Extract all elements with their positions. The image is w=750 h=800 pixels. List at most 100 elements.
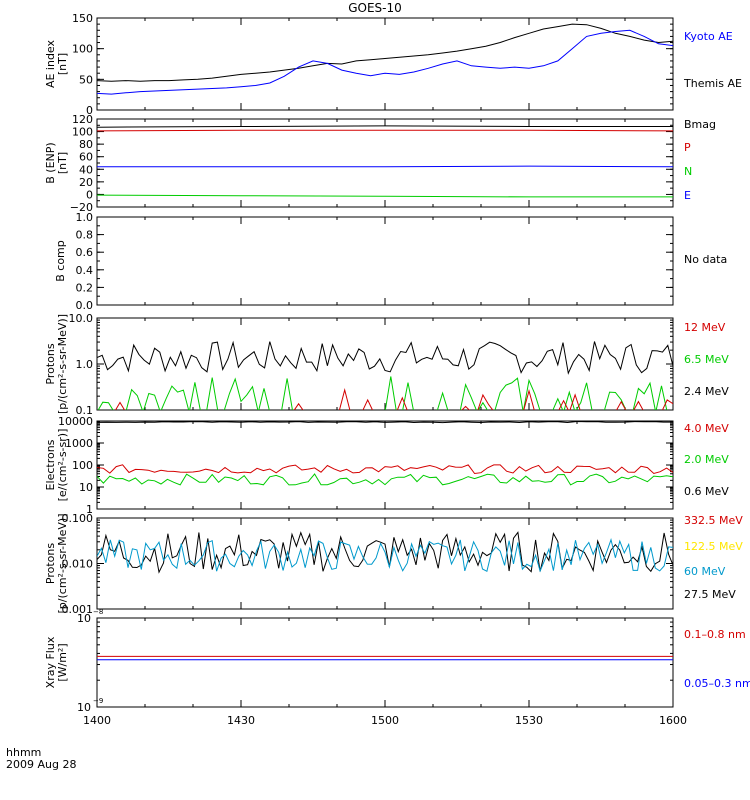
series-line-0-6-mev [97,421,673,424]
series-line-6-5-mev [97,376,668,410]
y-tick-label: 1000 [65,437,93,450]
y-tick-label: 0.010 [62,558,94,571]
y-tick-label: 100 [72,126,93,139]
panel-bcomp: 0.0 0.2 0.4 0.6 0.8 1.0 B comp No data [54,211,727,312]
panel-frame [96,420,674,510]
y-tick-label: 100 [72,459,93,472]
panel-protons1: 0.1 1.0 10.0 Protons [p/(cm²-s-sr-MeV)] 12 Me… [44,312,729,417]
y-axis-label: B comp [54,240,67,282]
series-group [97,125,673,198]
y-axis-label: Protons [44,343,57,384]
y-tick-label: 0.001 [62,603,94,616]
series-line-kyoto-ae [97,29,673,95]
legend-label: 2.0 MeV [684,453,729,466]
y-tick-label: 100 [72,43,93,56]
y-axis-label: Xray Flux [44,636,57,688]
y-tick-exponent: −9 [93,697,103,705]
series-line-60-mev [97,538,673,573]
series-line-bmag [97,125,673,128]
y-axis-label: [nT] [56,53,69,75]
y-tick-label: 120 [72,113,93,126]
y-axis-label: Protons [44,543,57,584]
y-tick-label: 10000 [58,415,93,428]
y-tick-label: 0.1 [76,404,94,417]
series-line-p [97,129,673,132]
legend-label: N [684,165,692,178]
x-tick-label: 1500 [371,714,399,727]
y-tick-label: 150 [72,12,93,25]
y-axis-label: Electrons [44,439,57,490]
y-axis-label: B (ENP) [44,142,57,183]
page-title: GOES-10 [348,1,402,15]
y-axis-label: [nT] [56,152,69,174]
legend-label: No data [684,253,727,266]
y-tick-label: 0 [86,104,93,117]
y-tick-label: −20 [70,201,93,214]
legend-label: 0.05–0.3 nm [684,677,750,690]
legend-label: 4.0 MeV [684,422,729,435]
panel-frame [96,517,674,610]
legend-label: 122.5 MeV [684,540,743,553]
y-tick-label: 0.0 [76,299,94,312]
panel-frame [96,216,674,306]
x-tick-label: 1530 [515,714,543,727]
series-line-2-0-mev [97,473,673,486]
legend-label: Kyoto AE [684,30,733,43]
panel-frame [96,118,674,208]
series-line-4-0-mev [97,464,673,475]
legend-label: P [684,141,691,154]
legend-label: 0.1–0.8 nm [684,628,746,641]
series-group [97,531,673,574]
y-tick-label: 0.2 [76,281,94,294]
y-axis-label: AE index [44,39,57,88]
y-tick-label: 10 [77,612,91,625]
panel-frame [96,17,674,111]
legend-label: E [684,189,691,202]
y-tick-label: 0.8 [76,229,94,242]
y-axis-label: [W/m²] [56,643,69,681]
legend-label: Themis AE [683,77,742,90]
panel-frame [96,617,674,708]
y-tick-label: 1 [86,503,93,516]
footer-hhmm: hhmm [6,746,42,759]
series-line-2-4-mev [97,340,673,375]
legend-label: 2.4 MeV [684,385,729,398]
legend-label: 0.6 MeV [684,485,729,498]
series-group [97,340,673,410]
series-line-12-mev [114,388,673,410]
y-tick-label: 0.100 [62,512,94,525]
y-axis-label: [p/(cm²-s-sr-MeV)] [56,514,69,614]
panel-protons2: 0.001 0.010 0.100 Protons [p/(cm²-s-sr-MeV)]… [44,512,743,616]
x-tick-label: 1430 [227,714,255,727]
legend-label: 12 MeV [684,321,726,334]
y-tick-label: 60 [79,151,93,164]
y-tick-label: 10 [77,701,91,714]
y-tick-label: 40 [79,163,93,176]
y-tick-exponent: −8 [93,608,103,616]
series-group [97,421,673,486]
x-tick-label: 1400 [83,714,111,727]
y-tick-label: 0.4 [76,264,94,277]
y-tick-label: 1.0 [76,358,94,371]
series-line-themis-ae [97,23,673,82]
panel-ae: 0 50 100 150 AE index [nT] Kyoto AE Themis AE [44,12,742,117]
y-tick-label: 50 [79,73,93,86]
y-tick-label: 10.0 [69,312,94,325]
series-line-e [97,194,673,198]
y-tick-label: 20 [79,176,93,189]
y-tick-label: 10 [79,481,93,494]
y-axis-label: [p/(cm²-s-sr-MeV)] [56,314,69,414]
y-tick-label: 0 [86,188,93,201]
legend-label: 27.5 MeV [684,588,736,601]
series-group [97,655,673,661]
y-tick-label: 1.0 [76,211,94,224]
series-group [97,23,673,95]
legend-label: 6.5 MeV [684,353,729,366]
y-tick-label: 0.6 [76,246,94,259]
y-axis-label: [e/(cm²-s-sr)] [56,429,69,502]
legend-label: Bmag [684,118,716,131]
